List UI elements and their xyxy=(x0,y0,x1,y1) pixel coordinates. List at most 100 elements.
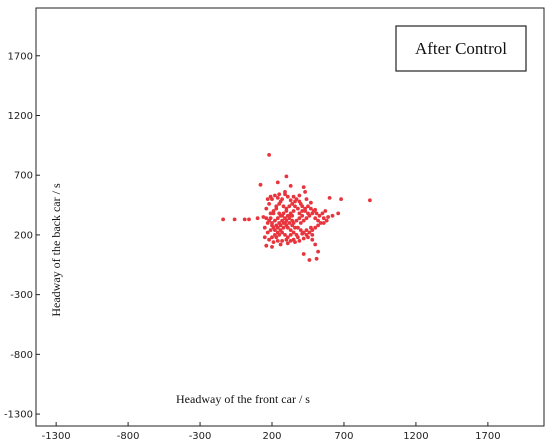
scatter-point xyxy=(287,216,292,221)
scatter-point xyxy=(303,190,307,194)
scatter-point xyxy=(271,209,276,213)
scatter-point xyxy=(319,221,323,225)
scatter-point xyxy=(283,190,287,194)
y-tick-label: -800 xyxy=(10,350,33,361)
scatter-point xyxy=(300,209,305,213)
scatter-point xyxy=(330,213,335,218)
scatter-point xyxy=(303,209,307,213)
scatter-point xyxy=(267,218,271,223)
scatter-point xyxy=(301,230,306,235)
scatter-point xyxy=(304,216,309,221)
scatter-point xyxy=(281,221,286,225)
scatter-point xyxy=(268,211,273,216)
data-points xyxy=(221,153,372,262)
scatter-point xyxy=(262,225,267,230)
scatter-point xyxy=(309,206,313,211)
scatter-point xyxy=(316,249,320,254)
y-tick-label: 1200 xyxy=(8,111,33,122)
scatter-point xyxy=(307,230,312,235)
x-tick-label: 700 xyxy=(334,431,353,442)
scatter-point xyxy=(314,211,319,216)
scatter-point xyxy=(297,239,302,243)
scatter-point xyxy=(265,197,270,202)
x-tick-label: -800 xyxy=(117,431,140,442)
scatter-point xyxy=(275,239,280,243)
scatter-point xyxy=(321,221,326,225)
scatter-point xyxy=(301,185,306,190)
scatter-point xyxy=(277,211,282,216)
scatter-point xyxy=(242,217,247,222)
scatter-point xyxy=(300,204,305,209)
scatter-point xyxy=(265,230,270,235)
scatter-point xyxy=(327,196,332,200)
scatter-point xyxy=(296,225,300,230)
scatter-point xyxy=(277,233,282,237)
scatter-point xyxy=(293,204,297,209)
scatter-point xyxy=(264,206,269,211)
scatter-point xyxy=(278,242,283,247)
scatter-point xyxy=(274,235,279,240)
scatter-point xyxy=(284,218,289,223)
scatter-point xyxy=(314,256,319,261)
scatter-point xyxy=(310,228,315,233)
scatter-point xyxy=(323,209,328,213)
scatter-point xyxy=(291,230,296,235)
scatter-point xyxy=(310,233,315,237)
y-axis-ticks: 1700 1200 700 200 -300 -800 -1300 xyxy=(4,51,40,421)
scatter-point xyxy=(301,252,306,256)
scatter-point xyxy=(339,197,343,202)
x-tick-label: 1200 xyxy=(403,431,428,442)
scatter-point xyxy=(284,174,289,179)
scatter-point xyxy=(285,241,290,246)
scatter-point xyxy=(280,239,284,243)
scatter-point xyxy=(300,213,305,218)
scatter-point xyxy=(306,235,310,240)
scatter-point xyxy=(274,204,279,209)
scatter-point xyxy=(317,213,322,218)
scatter-point xyxy=(297,199,302,204)
scatter-point xyxy=(280,230,284,235)
scatter-point xyxy=(288,233,293,237)
scatter-point xyxy=(309,200,313,205)
scatter-point xyxy=(290,202,295,206)
scatter-point xyxy=(313,216,318,221)
scatter-point xyxy=(264,216,269,221)
scatter-point xyxy=(255,216,260,221)
scatter-point xyxy=(326,215,330,219)
y-axis-title: Headway of the back car / s xyxy=(49,183,63,317)
scatter-point xyxy=(270,245,274,249)
x-tick-label: 200 xyxy=(262,431,281,442)
scatter-point xyxy=(275,196,280,200)
scatter-point xyxy=(288,239,293,243)
scatter-point xyxy=(321,216,326,221)
scatter-point xyxy=(285,194,290,199)
annotation-border xyxy=(395,25,527,72)
scatter-point xyxy=(268,228,273,233)
scatter-point xyxy=(294,197,299,202)
scatter-point xyxy=(270,223,274,228)
scatter-point xyxy=(313,225,318,230)
scatter-point xyxy=(320,211,325,216)
scatter-point xyxy=(316,218,320,223)
x-tick-label: -1300 xyxy=(42,431,71,442)
scatter-point xyxy=(287,204,292,209)
scatter-point xyxy=(267,153,271,157)
scatter-point xyxy=(293,240,297,245)
scatter-point xyxy=(304,228,309,233)
scatter-point xyxy=(281,225,286,230)
scatter-point xyxy=(294,218,299,223)
scatter-point xyxy=(368,198,372,203)
scatter-point xyxy=(298,228,303,233)
scatter-point xyxy=(258,182,263,187)
scatter-point xyxy=(221,217,226,222)
scatter-point xyxy=(261,215,266,219)
scatter-point xyxy=(306,211,310,216)
scatter-point xyxy=(277,192,282,197)
x-tick-label: 1700 xyxy=(475,431,500,442)
scatter-point xyxy=(301,218,306,223)
scatter-point xyxy=(271,240,276,245)
scatter-point xyxy=(264,243,269,248)
scatter-point xyxy=(296,206,300,211)
scatter-point xyxy=(290,213,295,218)
scatter-point xyxy=(306,204,310,209)
